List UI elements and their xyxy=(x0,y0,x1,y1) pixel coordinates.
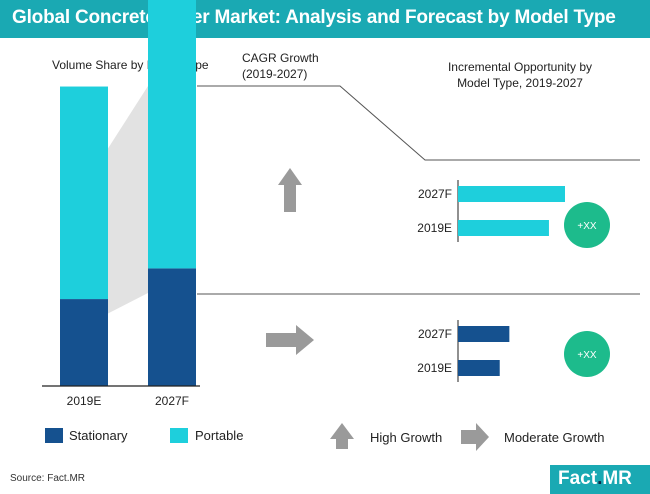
cagr-label-line2: (2019-2027) xyxy=(242,67,308,81)
legend-high-growth-label: High Growth xyxy=(370,430,443,445)
opp-tick-stationary-2027f: 2027F xyxy=(418,327,452,341)
logo-dot: . xyxy=(597,468,603,489)
source-note: Source: Fact.MR xyxy=(10,473,86,484)
opp-tick-stationary-2019e: 2019E xyxy=(417,361,452,375)
factmr-logo-text: Fact.MR xyxy=(558,468,632,490)
bar-stationary-2027f xyxy=(148,268,196,386)
high-growth-arrow-icon xyxy=(278,168,302,212)
x-tick-2019e: 2019E xyxy=(67,394,102,408)
legend-moderate-growth-label: Moderate Growth xyxy=(504,430,605,445)
factmr-logo: Fact.MR xyxy=(550,465,650,494)
legend-portable-label: Portable xyxy=(195,428,244,443)
volume-share-bars: 2019E 2027F xyxy=(60,0,196,408)
stationary-opportunity-value: +XX xyxy=(577,350,597,361)
bar-portable-2027f xyxy=(148,0,196,269)
portable-opportunity-badge xyxy=(564,202,610,248)
bar-stationary-2019e xyxy=(60,299,108,386)
legend-stationary-swatch xyxy=(45,428,63,443)
logo-suffix: MR xyxy=(602,468,632,489)
opp-bar-portable-2019e xyxy=(458,220,549,236)
incremental-label-line2: Model Type, 2019-2027 xyxy=(457,76,583,90)
opp-bar-stationary-2019e xyxy=(458,360,500,376)
bar-connector-shadow xyxy=(107,86,148,314)
portable-opportunity-value: +XX xyxy=(577,221,597,232)
opp-tick-portable-2027f: 2027F xyxy=(418,187,452,201)
opp-bar-portable-2027f xyxy=(458,186,565,202)
stationary-opportunity-badge xyxy=(564,331,610,377)
bar-portable-2019e xyxy=(60,86,108,300)
legend-portable-swatch xyxy=(170,428,188,443)
legend-stationary-label: Stationary xyxy=(69,428,128,443)
legend-moderate-growth-arrow-icon xyxy=(461,423,489,451)
incremental-label-line1: Incremental Opportunity by xyxy=(447,60,593,74)
cagr-flow-line xyxy=(197,85,640,161)
opp-bar-stationary-2027f xyxy=(458,326,510,342)
logo-main: Fact xyxy=(558,468,598,489)
legend-high-growth-arrow-icon xyxy=(330,423,354,449)
moderate-growth-arrow-icon xyxy=(266,325,314,355)
opp-tick-portable-2019e: 2019E xyxy=(417,221,452,235)
x-tick-2027f: 2027F xyxy=(155,394,189,408)
cagr-label-line1: CAGR Growth xyxy=(242,51,319,65)
stationary-opportunity-bars: 2027F 2019E xyxy=(417,326,510,376)
portable-opportunity-bars: 2027F 2019E xyxy=(417,186,565,236)
